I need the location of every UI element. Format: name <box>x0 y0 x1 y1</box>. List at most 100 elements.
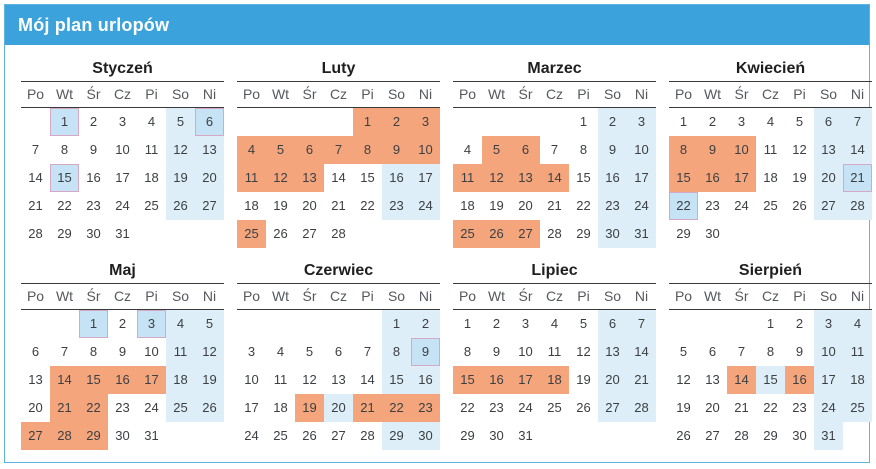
day-cell[interactable]: 2 <box>411 310 440 338</box>
day-cell[interactable]: 3 <box>814 310 843 338</box>
day-cell[interactable]: 30 <box>86 226 101 241</box>
day-cell[interactable]: 25 <box>547 400 562 415</box>
day-cell[interactable]: 7 <box>324 136 353 164</box>
day-cell[interactable]: 17 <box>115 170 130 185</box>
day-cell[interactable]: 16 <box>482 366 511 394</box>
day-cell[interactable]: 7 <box>60 344 69 359</box>
day-cell[interactable]: 23 <box>382 192 411 220</box>
day-cell[interactable]: 24 <box>734 198 749 213</box>
day-cell[interactable]: 15 <box>576 170 591 185</box>
day-cell[interactable]: 29 <box>676 226 691 241</box>
day-cell[interactable]: 9 <box>382 136 411 164</box>
day-cell[interactable]: 20 <box>814 164 843 192</box>
day-cell[interactable]: 25 <box>166 394 195 422</box>
day-cell[interactable]: 22 <box>763 400 778 415</box>
day-cell[interactable]: 23 <box>86 198 101 213</box>
day-cell[interactable]: 21 <box>50 394 79 422</box>
day-cell[interactable]: 8 <box>669 136 698 164</box>
day-cell[interactable]: 4 <box>147 114 156 129</box>
day-cell[interactable]: 12 <box>266 164 295 192</box>
day-cell[interactable]: 24 <box>144 400 159 415</box>
day-cell[interactable]: 27 <box>598 394 627 422</box>
day-cell[interactable]: 30 <box>115 428 130 443</box>
day-cell[interactable]: 14 <box>331 170 346 185</box>
day-cell[interactable]: 1 <box>579 114 588 129</box>
day-cell[interactable]: 1 <box>50 108 79 136</box>
day-cell[interactable]: 10 <box>144 344 159 359</box>
day-cell[interactable]: 12 <box>166 136 195 164</box>
day-cell[interactable]: 28 <box>843 192 872 220</box>
day-cell[interactable]: 2 <box>118 316 127 331</box>
day-cell[interactable]: 15 <box>756 366 785 394</box>
day-cell[interactable]: 17 <box>137 366 166 394</box>
day-cell[interactable]: 5 <box>305 344 314 359</box>
day-cell[interactable]: 7 <box>627 310 656 338</box>
day-cell[interactable]: 3 <box>521 316 530 331</box>
day-cell[interactable]: 4 <box>843 310 872 338</box>
day-cell[interactable]: 22 <box>576 198 591 213</box>
day-cell[interactable]: 16 <box>785 366 814 394</box>
day-cell[interactable]: 29 <box>79 422 108 450</box>
day-cell[interactable]: 10 <box>115 142 130 157</box>
day-cell[interactable]: 8 <box>382 338 411 366</box>
day-cell[interactable]: 2 <box>795 316 804 331</box>
day-cell[interactable]: 6 <box>334 344 343 359</box>
day-cell[interactable]: 28 <box>331 226 346 241</box>
day-cell[interactable]: 15 <box>453 366 482 394</box>
day-cell[interactable]: 30 <box>489 428 504 443</box>
day-cell[interactable]: 27 <box>705 428 720 443</box>
day-cell[interactable]: 25 <box>144 198 159 213</box>
day-cell[interactable]: 5 <box>266 136 295 164</box>
day-cell[interactable]: 17 <box>511 366 540 394</box>
day-cell[interactable]: 14 <box>540 164 569 192</box>
day-cell[interactable]: 5 <box>166 108 195 136</box>
day-cell[interactable]: 25 <box>273 428 288 443</box>
day-cell[interactable]: 20 <box>28 400 43 415</box>
day-cell[interactable]: 26 <box>302 428 317 443</box>
day-cell[interactable]: 13 <box>28 372 43 387</box>
day-cell[interactable]: 25 <box>237 220 266 248</box>
day-cell[interactable]: 12 <box>676 372 691 387</box>
day-cell[interactable]: 11 <box>843 338 872 366</box>
day-cell[interactable]: 22 <box>669 192 698 220</box>
day-cell[interactable]: 13 <box>705 372 720 387</box>
day-cell[interactable]: 23 <box>115 400 130 415</box>
day-cell[interactable]: 3 <box>411 108 440 136</box>
day-cell[interactable]: 5 <box>579 316 588 331</box>
day-cell[interactable]: 13 <box>195 136 224 164</box>
day-cell[interactable]: 27 <box>814 192 843 220</box>
day-cell[interactable]: 7 <box>843 108 872 136</box>
day-cell[interactable]: 7 <box>550 142 559 157</box>
day-cell[interactable]: 5 <box>482 136 511 164</box>
day-cell[interactable]: 6 <box>708 344 717 359</box>
day-cell[interactable]: 19 <box>792 170 807 185</box>
day-cell[interactable]: 29 <box>382 422 411 450</box>
day-cell[interactable]: 17 <box>411 164 440 192</box>
day-cell[interactable]: 18 <box>540 366 569 394</box>
day-cell[interactable]: 24 <box>814 394 843 422</box>
day-cell[interactable]: 18 <box>763 170 778 185</box>
day-cell[interactable]: 27 <box>331 428 346 443</box>
day-cell[interactable]: 9 <box>698 136 727 164</box>
day-cell[interactable]: 21 <box>547 198 562 213</box>
day-cell[interactable]: 12 <box>482 164 511 192</box>
day-cell[interactable]: 9 <box>411 338 440 366</box>
day-cell[interactable]: 26 <box>195 394 224 422</box>
day-cell[interactable]: 1 <box>353 108 382 136</box>
day-cell[interactable]: 4 <box>237 136 266 164</box>
day-cell[interactable]: 30 <box>792 428 807 443</box>
day-cell[interactable]: 13 <box>814 136 843 164</box>
day-cell[interactable]: 18 <box>144 170 159 185</box>
day-cell[interactable]: 21 <box>331 198 346 213</box>
day-cell[interactable]: 6 <box>814 108 843 136</box>
day-cell[interactable]: 4 <box>766 114 775 129</box>
day-cell[interactable]: 14 <box>28 170 43 185</box>
day-cell[interactable]: 27 <box>195 192 224 220</box>
day-cell[interactable]: 27 <box>302 226 317 241</box>
day-cell[interactable]: 3 <box>137 310 166 338</box>
day-cell[interactable]: 10 <box>727 136 756 164</box>
day-cell[interactable]: 22 <box>460 400 475 415</box>
day-cell[interactable]: 25 <box>453 220 482 248</box>
day-cell[interactable]: 15 <box>360 170 375 185</box>
day-cell[interactable]: 18 <box>244 198 259 213</box>
